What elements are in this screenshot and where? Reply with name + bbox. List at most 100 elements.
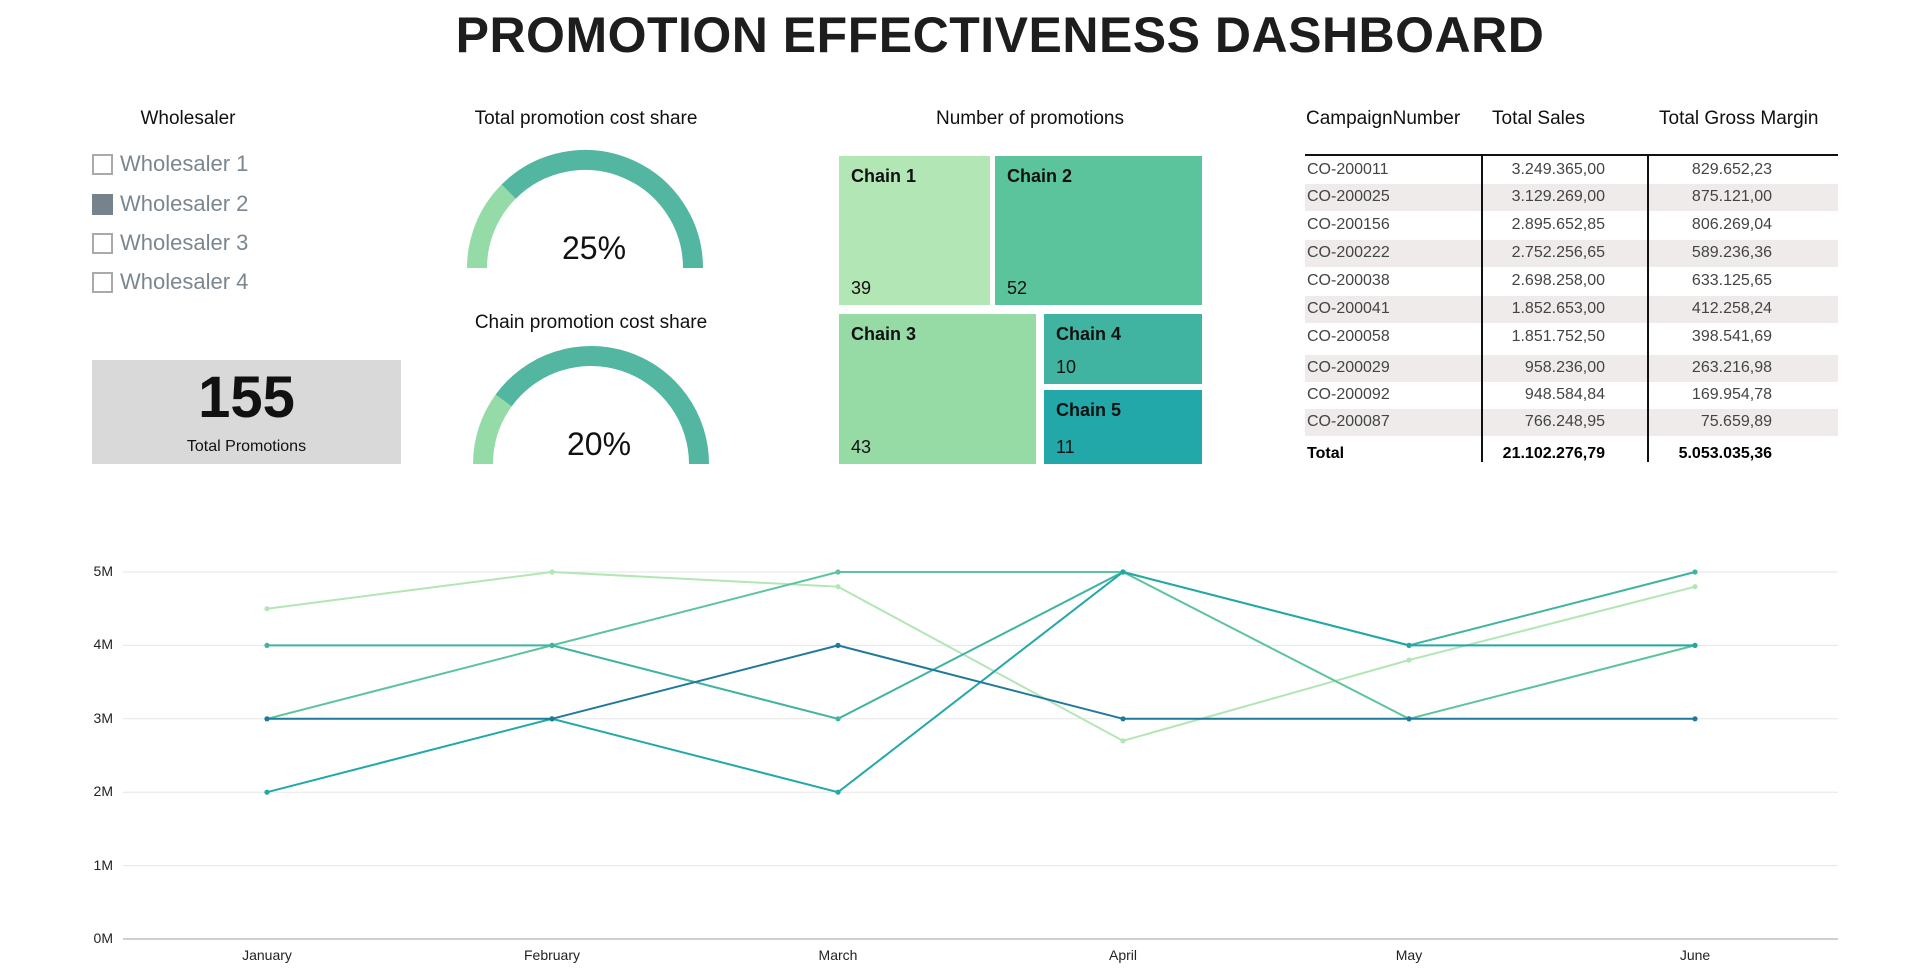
treemap-chain-3[interactable]: Chain 3 43 <box>839 314 1036 464</box>
data-point[interactable] <box>1406 716 1412 722</box>
data-point[interactable] <box>835 584 841 590</box>
gross-margin: 806.269,04 <box>1691 216 1772 233</box>
gauge-1-value: 25% <box>561 230 627 266</box>
gross-margin: 875.121,00 <box>1691 188 1772 205</box>
table-row[interactable]: CO-200058 1.851.752,50 398.541,69 <box>1305 324 1838 351</box>
data-point[interactable] <box>835 569 841 575</box>
total-sales: 766.248,95 <box>1524 413 1605 430</box>
table-row[interactable]: CO-200025 3.129.269,00 875.121,00 <box>1305 184 1838 211</box>
data-point[interactable] <box>1692 642 1698 648</box>
treemap-chain-4[interactable]: Chain 4 10 <box>1044 314 1202 384</box>
table-row[interactable]: CO-200029 958.236,00 263.216,98 <box>1305 355 1838 382</box>
wholesaler-option-1[interactable]: Wholesaler 1 <box>92 151 248 177</box>
wholesaler-option-2[interactable]: Wholesaler 2 <box>92 191 248 217</box>
campaign-number: CO-200029 <box>1307 359 1390 376</box>
option-label: Wholesaler 2 <box>120 191 249 216</box>
campaign-number: CO-200041 <box>1307 300 1390 317</box>
gross-margin: 589.236,36 <box>1691 244 1772 261</box>
chain-name: Chain 5 <box>1056 400 1122 420</box>
checkbox[interactable] <box>92 153 113 175</box>
gross-margin-sum: 5.053.035,36 <box>1678 445 1772 462</box>
series-line-3[interactable] <box>267 570 1696 720</box>
data-point[interactable] <box>1120 738 1126 744</box>
total-promotions-card: 155 Total Promotions <box>92 360 401 464</box>
treemap-chain-2[interactable]: Chain 2 52 <box>995 156 1202 305</box>
data-point[interactable] <box>1692 716 1698 722</box>
y-tick-label: 1M <box>93 856 113 873</box>
checkbox[interactable] <box>92 193 113 215</box>
col-header-gross-margin[interactable]: Total Gross Margin <box>1659 108 1819 129</box>
data-point[interactable] <box>835 789 841 795</box>
wholesaler-option-4[interactable]: Wholesaler 4 <box>92 269 248 295</box>
chain-value: 52 <box>1007 278 1028 298</box>
gross-margin: 169.954,78 <box>1691 386 1772 403</box>
x-tick-label: March <box>818 947 858 963</box>
gross-margin: 398.541,69 <box>1691 328 1772 345</box>
data-point[interactable] <box>264 716 270 722</box>
y-tick-label: 2M <box>93 783 113 800</box>
campaign-number: CO-200038 <box>1307 272 1390 289</box>
page-title: PROMOTION EFFECTIVENESS DASHBOARD <box>455 7 1545 63</box>
column-divider <box>1647 156 1649 462</box>
data-point[interactable] <box>264 642 270 648</box>
total-sales: 948.584,84 <box>1524 386 1605 403</box>
option-label: Wholesaler 1 <box>120 151 249 176</box>
x-tick-label: June <box>1679 947 1711 963</box>
data-point[interactable] <box>549 642 555 648</box>
chain-value: 39 <box>851 278 872 298</box>
gauge-value-arc <box>473 394 512 464</box>
series-line-1[interactable] <box>266 570 1696 742</box>
kpi-label: Total Promotions <box>186 438 307 455</box>
data-point[interactable] <box>1120 569 1126 575</box>
data-point[interactable] <box>1406 657 1412 663</box>
data-point[interactable] <box>264 789 270 795</box>
data-point[interactable] <box>835 642 841 648</box>
series-line-5[interactable] <box>267 644 1695 720</box>
table-row[interactable]: CO-200087 766.248,95 75.659,89 <box>1305 409 1838 436</box>
campaign-number: CO-200222 <box>1307 244 1390 261</box>
gauge-1-title: Total promotion cost share <box>474 108 698 129</box>
data-point[interactable] <box>1406 642 1412 648</box>
data-point[interactable] <box>835 716 841 722</box>
treemap-chain-1[interactable]: Chain 1 39 <box>839 156 990 305</box>
campaign-number: CO-200156 <box>1307 216 1390 233</box>
col-header-campaign[interactable]: CampaignNumber <box>1306 108 1461 129</box>
table-row[interactable]: CO-200038 2.698.258,00 633.125,65 <box>1305 268 1838 295</box>
chain-name: Chain 3 <box>851 324 917 344</box>
table-row[interactable]: CO-200011 3.249.365,00 829.652,23 <box>1305 157 1838 184</box>
gauge-total-cost-share <box>467 150 703 269</box>
gauge-2-title: Chain promotion cost share <box>474 312 708 333</box>
total-sales: 2.698.258,00 <box>1511 272 1605 289</box>
gross-margin: 412.258,24 <box>1691 300 1772 317</box>
column-divider <box>1481 156 1483 462</box>
series-line-2[interactable] <box>266 571 1696 720</box>
table-row[interactable]: CO-200092 948.584,84 169.954,78 <box>1305 382 1838 409</box>
checkbox[interactable] <box>92 271 113 293</box>
total-sales: 1.851.752,50 <box>1511 328 1605 345</box>
data-point[interactable] <box>1692 584 1698 590</box>
y-tick-label: 0M <box>93 930 113 946</box>
gauge-remaining-arc <box>495 346 709 464</box>
total-sales: 2.895.652,85 <box>1511 216 1605 233</box>
gauge-value-arc <box>467 184 516 269</box>
total-sales: 1.852.653,00 <box>1511 300 1605 317</box>
chain-name: Chain 2 <box>1007 166 1073 186</box>
gauge-chain-cost-share <box>473 346 709 464</box>
table-row[interactable]: CO-200156 2.895.652,85 806.269,04 <box>1305 212 1838 239</box>
wholesaler-option-3[interactable]: Wholesaler 3 <box>92 230 248 256</box>
data-point[interactable] <box>1120 716 1126 722</box>
col-header-total-sales[interactable]: Total Sales <box>1492 108 1585 129</box>
data-point[interactable] <box>264 606 270 612</box>
treemap-chain-5[interactable]: Chain 5 11 <box>1044 390 1202 464</box>
data-point[interactable] <box>1692 569 1698 575</box>
data-point[interactable] <box>549 569 555 575</box>
table-row[interactable]: CO-200222 2.752.256,65 589.236,36 <box>1305 240 1838 267</box>
gauge-remaining-arc <box>501 150 703 269</box>
kpi-value: 155 <box>198 365 295 430</box>
checkbox[interactable] <box>92 232 113 254</box>
data-point[interactable] <box>549 716 555 722</box>
chain-value: 43 <box>851 437 872 457</box>
table-row[interactable]: CO-200041 1.852.653,00 412.258,24 <box>1305 296 1838 323</box>
campaign-number: CO-200058 <box>1307 328 1390 345</box>
campaign-number: CO-200092 <box>1307 386 1390 403</box>
